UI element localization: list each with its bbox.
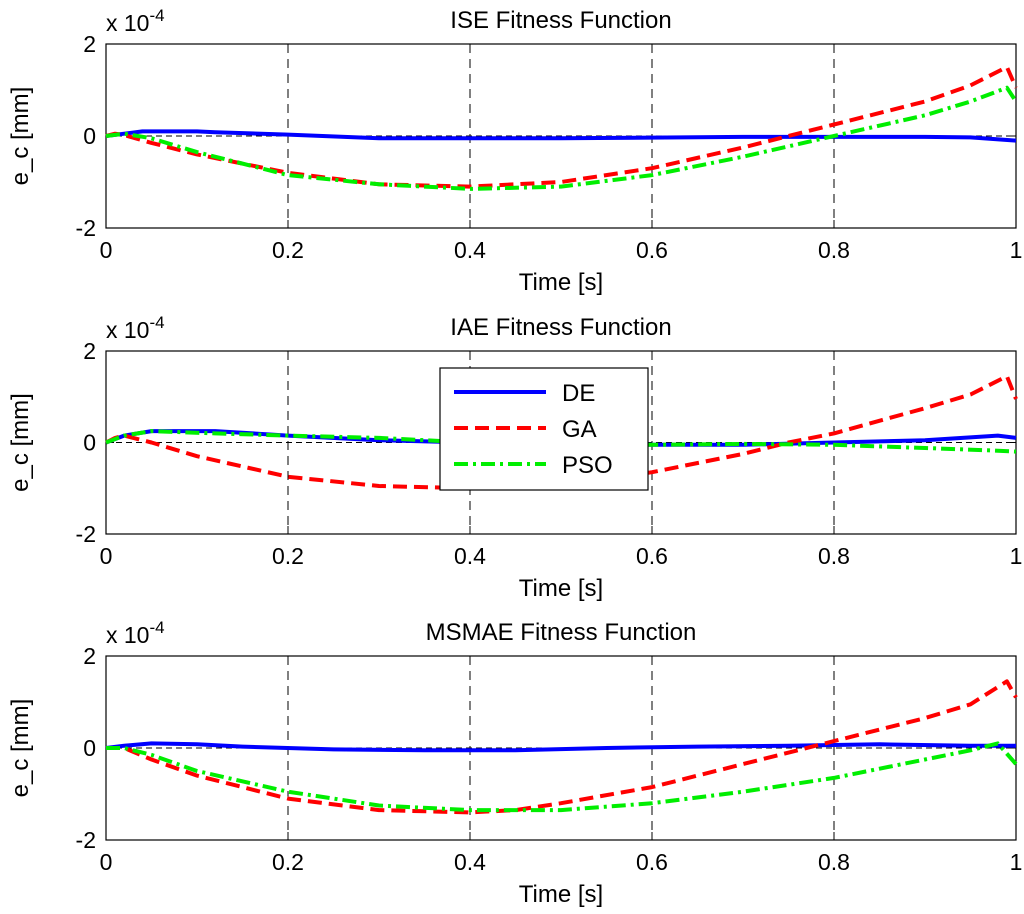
y-tick-label: -2 — [76, 521, 96, 547]
chart-title: MSMAE Fitness Function — [426, 619, 697, 646]
series-line-de — [105, 129, 1017, 143]
series-line-ga — [106, 679, 1018, 815]
x-tick-label: 1 — [1010, 849, 1023, 875]
x-tick-label: 0 — [100, 237, 113, 263]
y-axis-label: e_c [mm] — [7, 393, 34, 492]
y-axis-label-text: e_c [mm] — [7, 699, 34, 798]
y-tick-label: 0 — [83, 430, 96, 456]
x-tick-label: 0.4 — [454, 237, 486, 263]
y-scale-base: x 10 — [106, 10, 149, 36]
x-tick-label: 0.4 — [454, 849, 486, 875]
x-tick-label: 0.8 — [818, 849, 850, 875]
legend: DE GA PSO — [439, 367, 649, 491]
y-axis-label-text: e_c [mm] — [7, 393, 34, 492]
y-tick-label: 2 — [83, 643, 96, 669]
x-tick-label: 0.8 — [818, 237, 850, 263]
x-tick-label: 0.6 — [636, 237, 668, 263]
x-tick-label: 1 — [1010, 237, 1023, 263]
y-scale-exponent: -4 — [149, 6, 164, 25]
y-tick-label: 0 — [83, 123, 96, 149]
chart-title: ISE Fitness Function — [450, 7, 671, 34]
y-scale-base: x 10 — [106, 317, 149, 343]
y-axis-label: e_c [mm] — [7, 87, 34, 186]
y-scale-factor: x 10-4 — [106, 313, 165, 343]
series-line-ga — [105, 65, 1018, 189]
series-line-pso — [105, 85, 1018, 191]
y-axis-label: e_c [mm] — [7, 699, 34, 798]
x-tick-label: 0.2 — [272, 849, 304, 875]
x-tick-label: 0.6 — [636, 543, 668, 569]
y-scale-base: x 10 — [106, 622, 149, 648]
x-tick-label: 1 — [1010, 543, 1023, 569]
x-tick-label: 0.8 — [818, 543, 850, 569]
x-tick-label: 0.6 — [636, 849, 668, 875]
y-tick-label: -2 — [76, 827, 96, 853]
x-axis-label: Time [s] — [519, 881, 603, 908]
legend-entry: PSO — [562, 452, 613, 479]
legend-entry: DE — [562, 380, 595, 407]
x-axis-label: Time [s] — [519, 575, 603, 602]
y-axis-label-text: e_c [mm] — [7, 87, 34, 186]
series-line-pso — [106, 741, 1018, 813]
legend-entry: GA — [562, 416, 597, 443]
y-scale-factor: x 10-4 — [106, 6, 165, 36]
y-tick-label: 2 — [83, 31, 96, 57]
x-tick-label: 0.2 — [272, 237, 304, 263]
x-tick-label: 0 — [100, 849, 113, 875]
x-tick-label: 0.2 — [272, 543, 304, 569]
y-scale-exponent: -4 — [149, 618, 164, 637]
chart-title: IAE Fitness Function — [450, 314, 671, 341]
y-tick-label: 0 — [83, 735, 96, 761]
x-axis-label: Time [s] — [519, 269, 603, 296]
series-line-de — [105, 741, 1016, 753]
x-tick-label: 0 — [100, 543, 113, 569]
x-tick-label: 0.4 — [454, 543, 486, 569]
y-scale-exponent: -4 — [149, 313, 164, 332]
y-scale-factor: x 10-4 — [106, 618, 165, 648]
y-tick-label: 2 — [83, 338, 96, 364]
y-tick-label: -2 — [76, 215, 96, 241]
